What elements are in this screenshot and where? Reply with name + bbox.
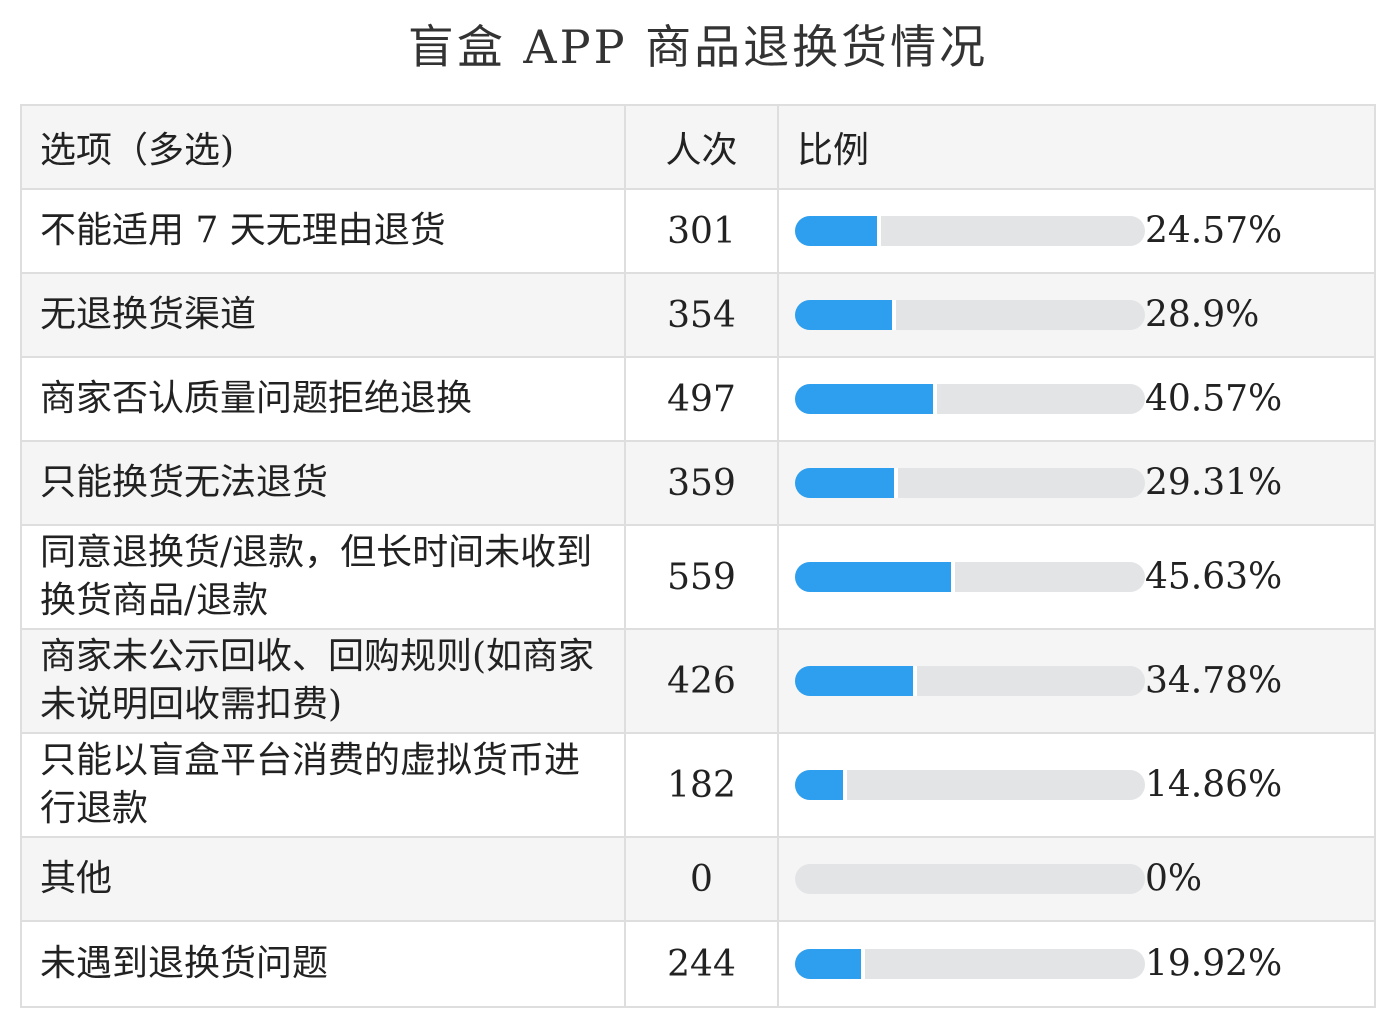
ratio-cell: 28.9% (777, 272, 1376, 358)
table-row: 只能换货无法退货 359 29.31% (20, 440, 1376, 526)
option-label: 同意退换货/退款，但长时间未收到换货商品/退款 (20, 524, 626, 630)
ratio-bar-track (795, 384, 1145, 414)
count-value: 559 (624, 524, 779, 630)
count-value: 497 (624, 356, 779, 442)
table-row: 其他 0 0% (20, 836, 1376, 922)
ratio-bar-track (795, 216, 1145, 246)
ratio-bar-track (795, 562, 1145, 592)
ratio-label: 24.57% (1145, 210, 1283, 252)
count-value: 301 (624, 188, 779, 274)
table-header-row: 选项（多选) 人次 比例 (20, 104, 1376, 190)
table-row: 商家否认质量问题拒绝退换 497 40.57% (20, 356, 1376, 442)
ratio-cell: 40.57% (777, 356, 1376, 442)
ratio-cell: 0% (777, 836, 1376, 922)
count-value: 359 (624, 440, 779, 526)
count-value: 182 (624, 732, 779, 838)
option-label: 无退换货渠道 (20, 272, 626, 358)
header-ratio: 比例 (777, 104, 1376, 190)
option-label: 只能换货无法退货 (20, 440, 626, 526)
table-row: 不能适用 7 天无理由退货 301 24.57% (20, 188, 1376, 274)
count-value: 426 (624, 628, 779, 734)
ratio-bar-fill (795, 384, 937, 414)
ratio-bar-track (795, 666, 1145, 696)
option-label: 其他 (20, 836, 626, 922)
table-row: 未遇到退换货问题 244 19.92% (20, 920, 1376, 1008)
table-row: 只能以盲盒平台消费的虚拟货币进行退款 182 14.86% (20, 732, 1376, 838)
ratio-bar-track (795, 468, 1145, 498)
ratio-label: 29.31% (1145, 462, 1283, 504)
ratio-cell: 24.57% (777, 188, 1376, 274)
ratio-bar-fill (795, 770, 847, 800)
option-label: 商家否认质量问题拒绝退换 (20, 356, 626, 442)
option-label: 只能以盲盒平台消费的虚拟货币进行退款 (20, 732, 626, 838)
results-table: 选项（多选) 人次 比例 不能适用 7 天无理由退货 301 24.57% 无退换货渠… (20, 104, 1376, 1008)
ratio-bar-fill (795, 562, 955, 592)
ratio-bar-track (795, 770, 1145, 800)
ratio-bar-fill (795, 468, 898, 498)
ratio-label: 0% (1145, 858, 1203, 900)
table-body: 不能适用 7 天无理由退货 301 24.57% 无退换货渠道 354 28.9% 商家否认… (20, 188, 1376, 1008)
ratio-label: 45.63% (1145, 556, 1283, 598)
option-label: 未遇到退换货问题 (20, 920, 626, 1008)
ratio-cell: 29.31% (777, 440, 1376, 526)
ratio-label: 28.9% (1145, 294, 1260, 336)
header-count: 人次 (624, 104, 779, 190)
ratio-label: 19.92% (1145, 943, 1283, 985)
ratio-cell: 34.78% (777, 628, 1376, 734)
table-row: 同意退换货/退款，但长时间未收到换货商品/退款 559 45.63% (20, 524, 1376, 630)
ratio-cell: 45.63% (777, 524, 1376, 630)
ratio-bar-track (795, 949, 1145, 979)
ratio-bar-track (795, 864, 1145, 894)
count-value: 0 (624, 836, 779, 922)
ratio-label: 34.78% (1145, 660, 1283, 702)
ratio-bar-fill (795, 666, 917, 696)
ratio-bar-fill (795, 216, 881, 246)
ratio-cell: 14.86% (777, 732, 1376, 838)
ratio-bar-fill (795, 949, 865, 979)
chart-title: 盲盒 APP 商品退换货情况 (407, 20, 989, 74)
count-value: 244 (624, 920, 779, 1008)
table-row: 无退换货渠道 354 28.9% (20, 272, 1376, 358)
table-row: 商家未公示回收、回购规则(如商家未说明回收需扣费) 426 34.78% (20, 628, 1376, 734)
header-option: 选项（多选) (20, 104, 626, 190)
ratio-bar-track (795, 300, 1145, 330)
option-label: 不能适用 7 天无理由退货 (20, 188, 626, 274)
option-label: 商家未公示回收、回购规则(如商家未说明回收需扣费) (20, 628, 626, 734)
ratio-label: 14.86% (1145, 764, 1283, 806)
count-value: 354 (624, 272, 779, 358)
ratio-bar-fill (795, 300, 897, 330)
ratio-label: 40.57% (1145, 378, 1283, 420)
ratio-cell: 19.92% (777, 920, 1376, 1008)
